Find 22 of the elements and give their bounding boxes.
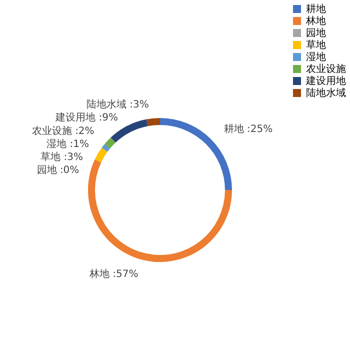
legend-label: 草地: [306, 39, 326, 51]
data-label: 草地 :3%: [40, 151, 83, 164]
donut-slice: [102, 144, 110, 152]
legend-label: 园地: [306, 27, 326, 39]
legend-label: 林地: [305, 15, 326, 27]
legend-label: 陆地水域: [306, 87, 346, 99]
data-label: 湿地 :1%: [46, 138, 90, 150]
data-label: 陆地水域 :3%: [86, 98, 149, 110]
data-label: 农业设施 :2%: [32, 125, 94, 138]
data-label: 建设用地 :9%: [54, 111, 118, 124]
donut-slice: [88, 159, 232, 262]
data-label: 耕地 :25%: [224, 123, 273, 136]
donut-slice: [104, 138, 116, 149]
data-label: 林地 :57%: [88, 268, 138, 280]
legend-label: 耕地: [306, 3, 326, 15]
legend-label: 建设用地: [305, 75, 346, 87]
donut-slice: [146, 118, 160, 126]
text: 园地 :0%: [36, 165, 80, 176]
legend-label: 农业设施: [306, 63, 346, 75]
donut-slice: [94, 148, 108, 162]
legend-label: 湿地: [306, 51, 326, 63]
donut-slice: [110, 119, 148, 143]
